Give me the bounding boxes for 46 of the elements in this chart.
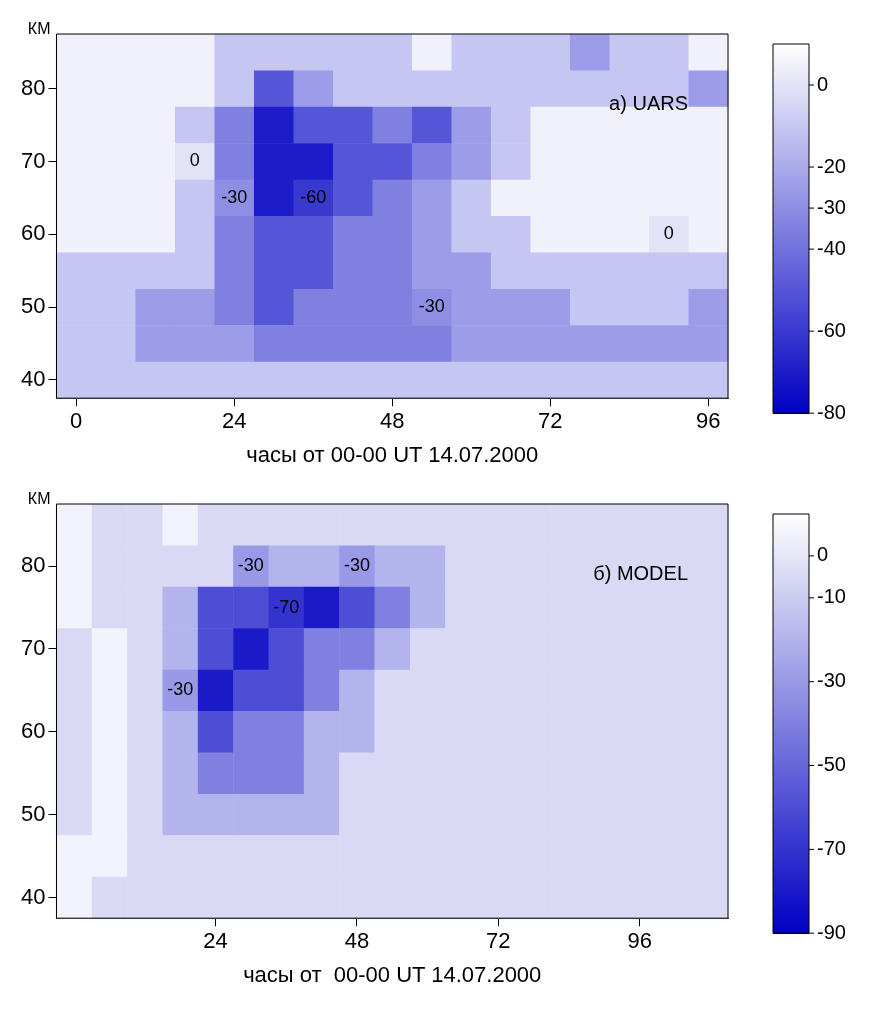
data-label: -30	[221, 186, 248, 207]
y-tick-label: 60	[20, 717, 46, 743]
color-bar-label: 0	[817, 72, 829, 95]
y-tick-label: 50	[20, 800, 46, 826]
x-tick-label: 0	[70, 408, 83, 434]
data-label: 0	[663, 223, 674, 244]
y-tick-label: 40	[20, 366, 46, 392]
color-bar-label: -20	[817, 154, 846, 177]
color-bar-label: -70	[817, 836, 846, 859]
color-bar-label: -50	[817, 753, 846, 776]
x-tick-label: 24	[221, 408, 247, 434]
x-tick-label: 96	[696, 408, 721, 434]
x-tick-label: 96	[627, 928, 652, 954]
color-bar-label: -30	[817, 195, 846, 218]
y-tick-label: 80	[20, 74, 46, 100]
color-bar-label: -60	[817, 318, 846, 341]
data-label: -30	[418, 296, 445, 317]
annotation: a) UARS	[609, 91, 688, 114]
y-tick-label: 60	[20, 220, 46, 246]
y-tick-label: 70	[20, 147, 46, 173]
annotation: б) MODEL	[593, 561, 688, 584]
y-tick-label: 40	[20, 883, 46, 909]
x-tick-label: 24	[203, 928, 228, 954]
color-bar-label: -40	[817, 236, 846, 259]
y-tick-label: 80	[20, 552, 46, 578]
x-tick-label: 72	[538, 408, 563, 434]
y-tick-label: 50	[20, 293, 46, 319]
x-tick-label: 48	[379, 408, 405, 434]
color-bar-label: -30	[817, 669, 846, 692]
color-bar-label: 0	[817, 543, 829, 566]
color-bar-label: -10	[817, 585, 846, 608]
x-axis-title: часы от 00-00 UT 14.07.2000	[246, 441, 539, 467]
data-label: 0	[189, 150, 200, 171]
data-label: -60	[300, 186, 327, 207]
y-tick-label: 70	[20, 635, 46, 661]
x-axis-title: часы от 00-00 UT 14.07.2000	[243, 961, 542, 987]
x-tick-label: 48	[344, 928, 370, 954]
data-label: -70	[273, 596, 300, 617]
x-tick-label: 72	[486, 928, 511, 954]
data-label: -30	[167, 679, 194, 700]
color-bar-label: -90	[817, 920, 846, 943]
data-label: -30	[343, 555, 370, 576]
data-label: -30	[237, 555, 264, 576]
y-axis-title: КМ	[27, 490, 51, 508]
y-axis-title: КМ	[27, 20, 51, 38]
color-bar-label: -80	[817, 400, 846, 423]
